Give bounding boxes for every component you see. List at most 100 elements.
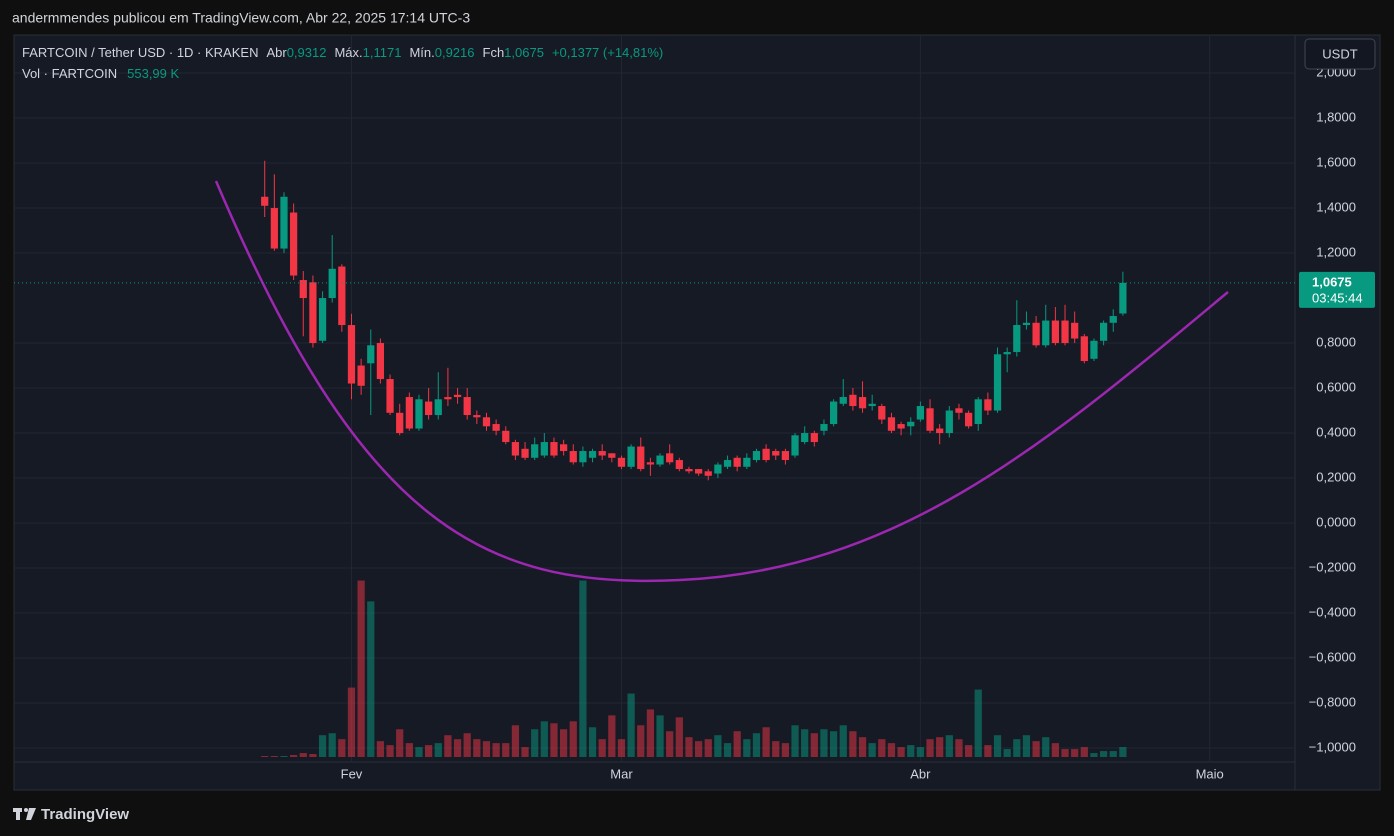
candle-body: [1032, 322, 1040, 346]
volume-bar: [386, 745, 394, 757]
x-tick-label: Abr: [910, 766, 931, 781]
candle-body: [1071, 322, 1079, 339]
candle-body: [637, 446, 645, 470]
candle-body: [772, 451, 780, 456]
candle-body: [820, 424, 828, 431]
candle-body: [926, 408, 934, 431]
candle-body: [897, 424, 905, 429]
volume-bar: [936, 737, 944, 757]
candle-body: [531, 444, 539, 458]
candle-body: [955, 408, 963, 413]
volume-bar: [270, 756, 278, 757]
candle-body: [405, 397, 413, 429]
volume-bar: [945, 735, 953, 757]
volume-bar: [733, 731, 741, 757]
candle-body: [1022, 322, 1031, 326]
legend-close: 1,0675: [504, 45, 544, 60]
currency-button[interactable]: [1304, 38, 1376, 70]
candle-body: [588, 451, 597, 458]
candle-body: [1109, 316, 1117, 323]
candle-body: [704, 471, 712, 476]
volume-bar: [656, 715, 664, 757]
y-tick-label: −1,0000: [1309, 739, 1356, 754]
candle-body: [1051, 320, 1060, 344]
candle-body: [280, 196, 288, 249]
volume-bar: [752, 733, 761, 757]
candle-body: [328, 268, 336, 299]
candle-body: [415, 399, 423, 429]
volume-bar: [646, 709, 655, 757]
volume-bar: [473, 739, 481, 757]
candle-body: [791, 435, 799, 456]
candle-body: [357, 365, 365, 386]
volume-bar: [984, 745, 992, 757]
volume-bar: [328, 733, 336, 757]
y-tick-label: −0,6000: [1309, 649, 1356, 664]
candle-body: [386, 379, 394, 413]
candle-body: [560, 444, 568, 452]
candle-body: [1061, 320, 1069, 344]
volume-bar: [685, 737, 693, 757]
volume-bar: [849, 731, 857, 757]
candle-body: [829, 401, 838, 425]
legend-row: FARTCOIN / Tether USD · 1D · KRAKEN Abr0,…: [22, 45, 663, 60]
volume-bar: [1109, 751, 1117, 757]
candle-body: [733, 457, 741, 467]
y-tick-label: 0,6000: [1316, 379, 1356, 394]
volume-bar: [1061, 749, 1069, 757]
candle-body: [492, 424, 500, 431]
candle-body: [1080, 336, 1088, 362]
volume-bar: [511, 725, 520, 757]
volume-bar: [1099, 751, 1108, 757]
last-price-label: 1,0675: [1312, 274, 1352, 289]
drawn-curve: [214, 180, 1229, 583]
volume-bar: [868, 743, 876, 757]
y-tick-label: 1,8000: [1316, 109, 1356, 124]
currency-button-label[interactable]: USDT: [1322, 46, 1357, 61]
candle-body: [511, 442, 520, 456]
volume-bar: [531, 729, 539, 757]
volume-bar: [801, 729, 809, 757]
volume-bar: [425, 745, 433, 757]
volume-bar: [299, 753, 307, 757]
published-line: andermmendes publicou em TradingView.com…: [12, 10, 470, 26]
candle-body: [685, 469, 693, 472]
volume-bar: [810, 733, 818, 757]
y-tick-label: 1,2000: [1316, 244, 1356, 259]
volume-bar: [550, 723, 558, 757]
y-tick-label: 0,8000: [1316, 334, 1356, 349]
candle-body: [627, 446, 635, 467]
volume-bar: [318, 735, 327, 757]
candle-body: [290, 212, 298, 276]
legend-symbol: FARTCOIN / Tether USD · 1D · KRAKEN: [22, 45, 258, 60]
candle-body: [993, 354, 1002, 411]
y-tick-label: −0,2000: [1309, 559, 1356, 574]
candle-body: [762, 448, 770, 461]
volume-bar: [376, 741, 385, 757]
candle-body: [540, 442, 548, 456]
volume-bar: [482, 741, 491, 757]
volume-bar: [598, 739, 606, 757]
legend-high: 1,1171: [363, 45, 402, 60]
volume-bar: [1042, 737, 1050, 757]
candle-body: [463, 397, 471, 416]
candle-body: [1119, 282, 1127, 314]
candle-body: [1003, 352, 1011, 355]
candle-body: [598, 451, 606, 456]
volume-bar: [367, 601, 375, 757]
volume-bar: [290, 755, 298, 757]
candle-body: [646, 462, 655, 465]
volume-bar: [405, 743, 413, 757]
candle-body: [974, 399, 982, 425]
candle-body: [878, 406, 886, 420]
volume-bar: [453, 739, 462, 757]
volume-bar: [772, 741, 780, 757]
volume-bar: [569, 721, 577, 757]
volume-bar: [579, 580, 587, 757]
candle-body: [810, 433, 818, 443]
volume-bar: [743, 739, 751, 757]
volume-bar: [357, 580, 365, 757]
volume-bar: [338, 739, 346, 757]
candle-body: [694, 469, 703, 474]
legend-open: 0,9312: [287, 45, 327, 60]
